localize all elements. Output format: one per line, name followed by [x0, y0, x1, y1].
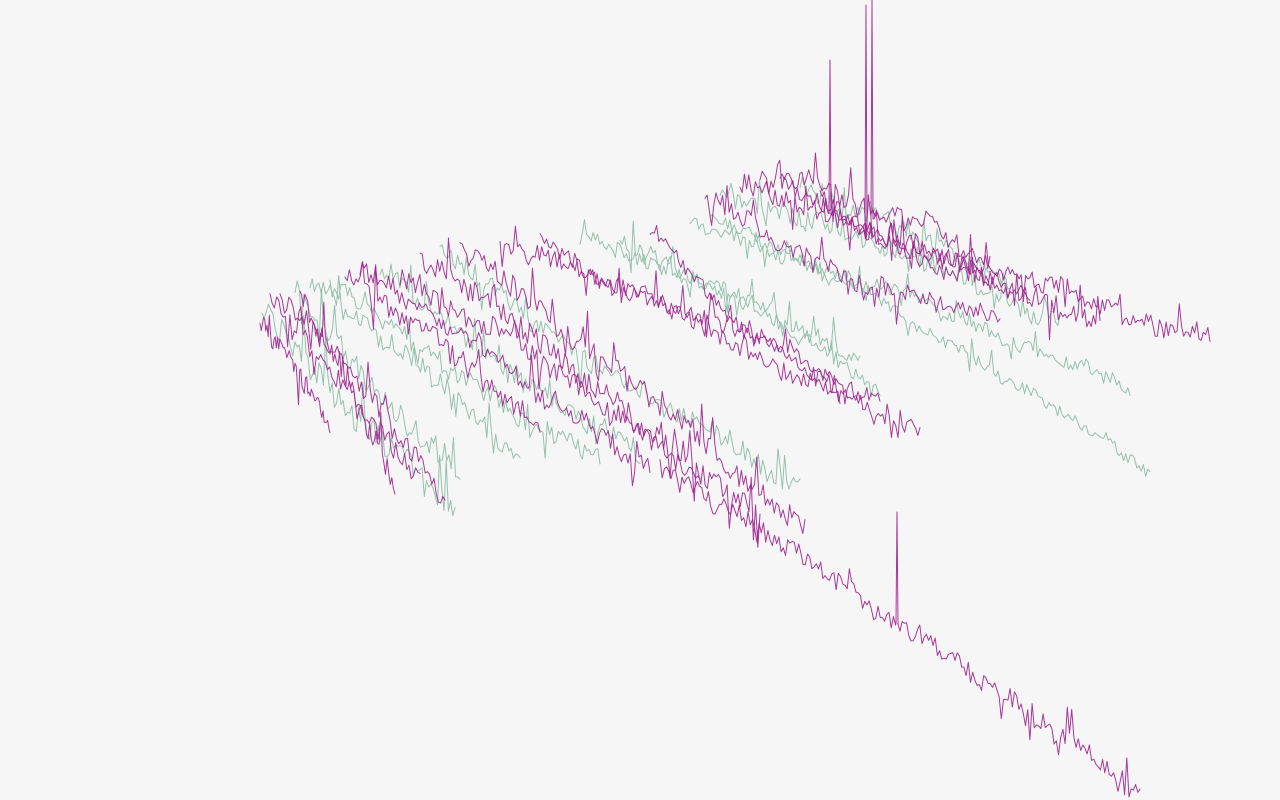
magenta-trace-line	[759, 0, 1211, 342]
magenta-trace-line	[399, 269, 701, 480]
sage-trace-line	[619, 220, 881, 398]
sage-trace-line	[329, 279, 601, 465]
magenta-trace-line	[459, 242, 806, 534]
magenta-trace-line	[359, 261, 651, 487]
sage-trace-group	[261, 177, 1151, 517]
sage-trace-line	[294, 280, 461, 480]
sage-trace-line	[709, 213, 1151, 477]
magenta-trace-line	[739, 173, 1101, 341]
sage-trace-line	[439, 244, 801, 490]
magenta-trace-line	[779, 152, 991, 270]
sage-trace-line	[261, 303, 456, 517]
magenta-trace-line	[539, 233, 921, 438]
magenta-trace-line	[299, 290, 396, 495]
magenta-trace-line	[819, 190, 1031, 306]
magenta-trace-line	[649, 225, 841, 405]
magenta-trace-line	[279, 293, 446, 504]
magenta-trace-line	[419, 237, 761, 548]
sage-trace-line	[689, 217, 1131, 396]
magenta-trace-line	[704, 185, 1001, 325]
magenta-trace-line	[659, 459, 1141, 798]
sage-trace-line	[309, 275, 521, 459]
magenta-trace-line	[269, 293, 421, 480]
magenta-trace-line	[499, 225, 881, 405]
magenta-trace-line	[344, 261, 541, 433]
sage-trace-line	[579, 219, 861, 361]
magenta-trace-line	[259, 314, 331, 434]
magenta-trace-group	[259, 0, 1211, 798]
